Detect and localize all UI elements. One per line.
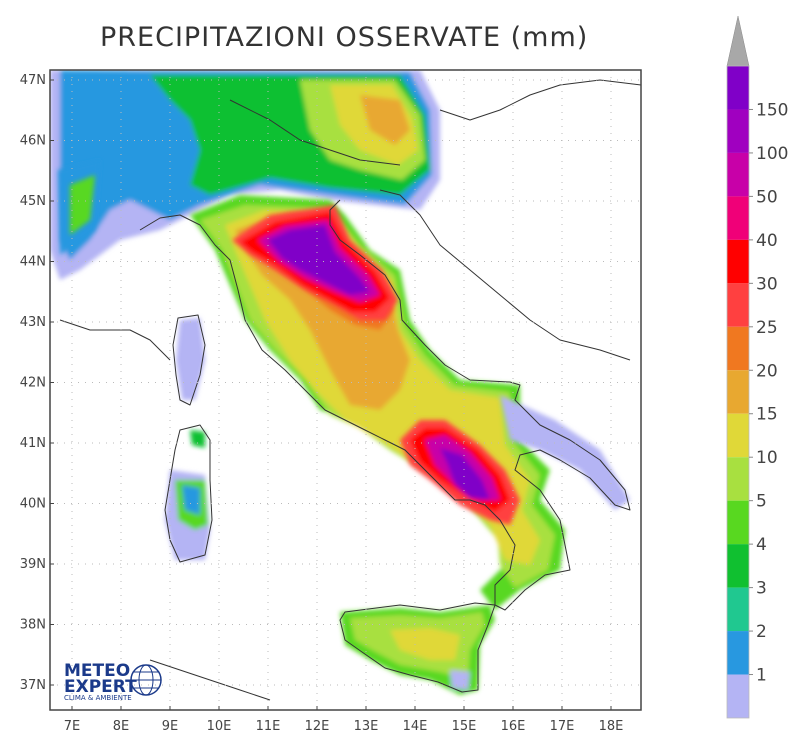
lat-tick-label: 46N (20, 134, 46, 149)
legend-label: 20 (756, 361, 778, 381)
legend-label: 4 (756, 535, 767, 555)
lon-tick-label: 17E (550, 719, 575, 734)
legend-label: 25 (756, 318, 778, 338)
lat-tick-label: 47N (20, 73, 46, 88)
legend-label: 5 (756, 492, 767, 512)
latitude-axis: 47N 46N 45N 44N 43N 42N 41N 40N 39N 38N 37N (20, 73, 54, 693)
lat-tick-label: 37N (20, 678, 46, 693)
legend-swatch (727, 587, 749, 632)
legend-label: 2 (756, 622, 767, 642)
map-title: PRECIPITAZIONI OSSERVATE (mm) (100, 22, 589, 53)
legend-swatch (727, 196, 749, 240)
lat-tick-label: 38N (20, 618, 46, 633)
legend-swatch (727, 674, 749, 718)
lat-tick-label: 39N (20, 557, 46, 572)
lon-tick-label: 16E (501, 719, 526, 734)
legend-label: 150 (756, 100, 788, 120)
precipitation-legend: 150 100 50 40 30 25 20 15 10 5 4 3 2 1 (726, 15, 788, 719)
longitude-axis: 7E 8E 9E 10E 11E 12E 13E 14E 15E 16E 17E 18E (64, 706, 624, 734)
legend-label: 10 (756, 448, 778, 468)
lon-tick-label: 11E (256, 719, 281, 734)
legend-swatch (727, 413, 749, 458)
legend-label: 15 (756, 405, 778, 425)
legend-swatch (727, 544, 749, 588)
lat-tick-label: 44N (20, 255, 46, 270)
legend-swatch (727, 152, 749, 197)
graticule (50, 70, 641, 710)
legend-swatch (727, 239, 749, 284)
coastlines (59, 79, 641, 701)
legend-label: 1 (756, 666, 767, 686)
legend-label: 30 (756, 274, 778, 294)
map-frame (49, 69, 642, 711)
legend-swatch (727, 457, 749, 501)
legend-swatch (727, 326, 749, 371)
legend-swatch (727, 500, 749, 545)
lat-tick-label: 45N (20, 194, 46, 209)
logo-text-expert: EXPERT (64, 677, 137, 697)
logo-text-meteo: METEO (64, 661, 130, 681)
lat-tick-label: 42N (20, 376, 46, 391)
lon-tick-label: 15E (452, 719, 477, 734)
lon-tick-label: 9E (162, 719, 179, 734)
legend-overflow-arrow (726, 15, 750, 67)
legend-swatch (727, 283, 749, 327)
lon-tick-label: 10E (207, 719, 232, 734)
precipitation-field (50, 70, 641, 701)
meteo-expert-logo: METEO EXPERT CLIMA & AMBIENTE (64, 661, 162, 702)
logo-text-sub: CLIMA & AMBIENTE (64, 694, 132, 702)
lat-tick-label: 40N (20, 497, 46, 512)
lon-tick-label: 18E (599, 719, 624, 734)
lon-tick-label: 7E (64, 719, 81, 734)
lon-tick-label: 8E (113, 719, 130, 734)
legend-label: 40 (756, 231, 778, 251)
lon-tick-label: 13E (354, 719, 379, 734)
legend-border (726, 65, 750, 719)
lon-tick-label: 12E (305, 719, 330, 734)
legend-swatch (727, 631, 749, 675)
legend-label: 3 (756, 579, 767, 599)
legend-swatch (727, 66, 749, 110)
lat-tick-label: 41N (20, 436, 46, 451)
legend-label: 100 (756, 144, 788, 164)
lon-tick-label: 14E (403, 719, 428, 734)
legend-swatch (727, 370, 749, 414)
legend-swatch (727, 109, 749, 153)
legend-label: 50 (756, 187, 778, 207)
lat-tick-label: 43N (20, 315, 46, 330)
